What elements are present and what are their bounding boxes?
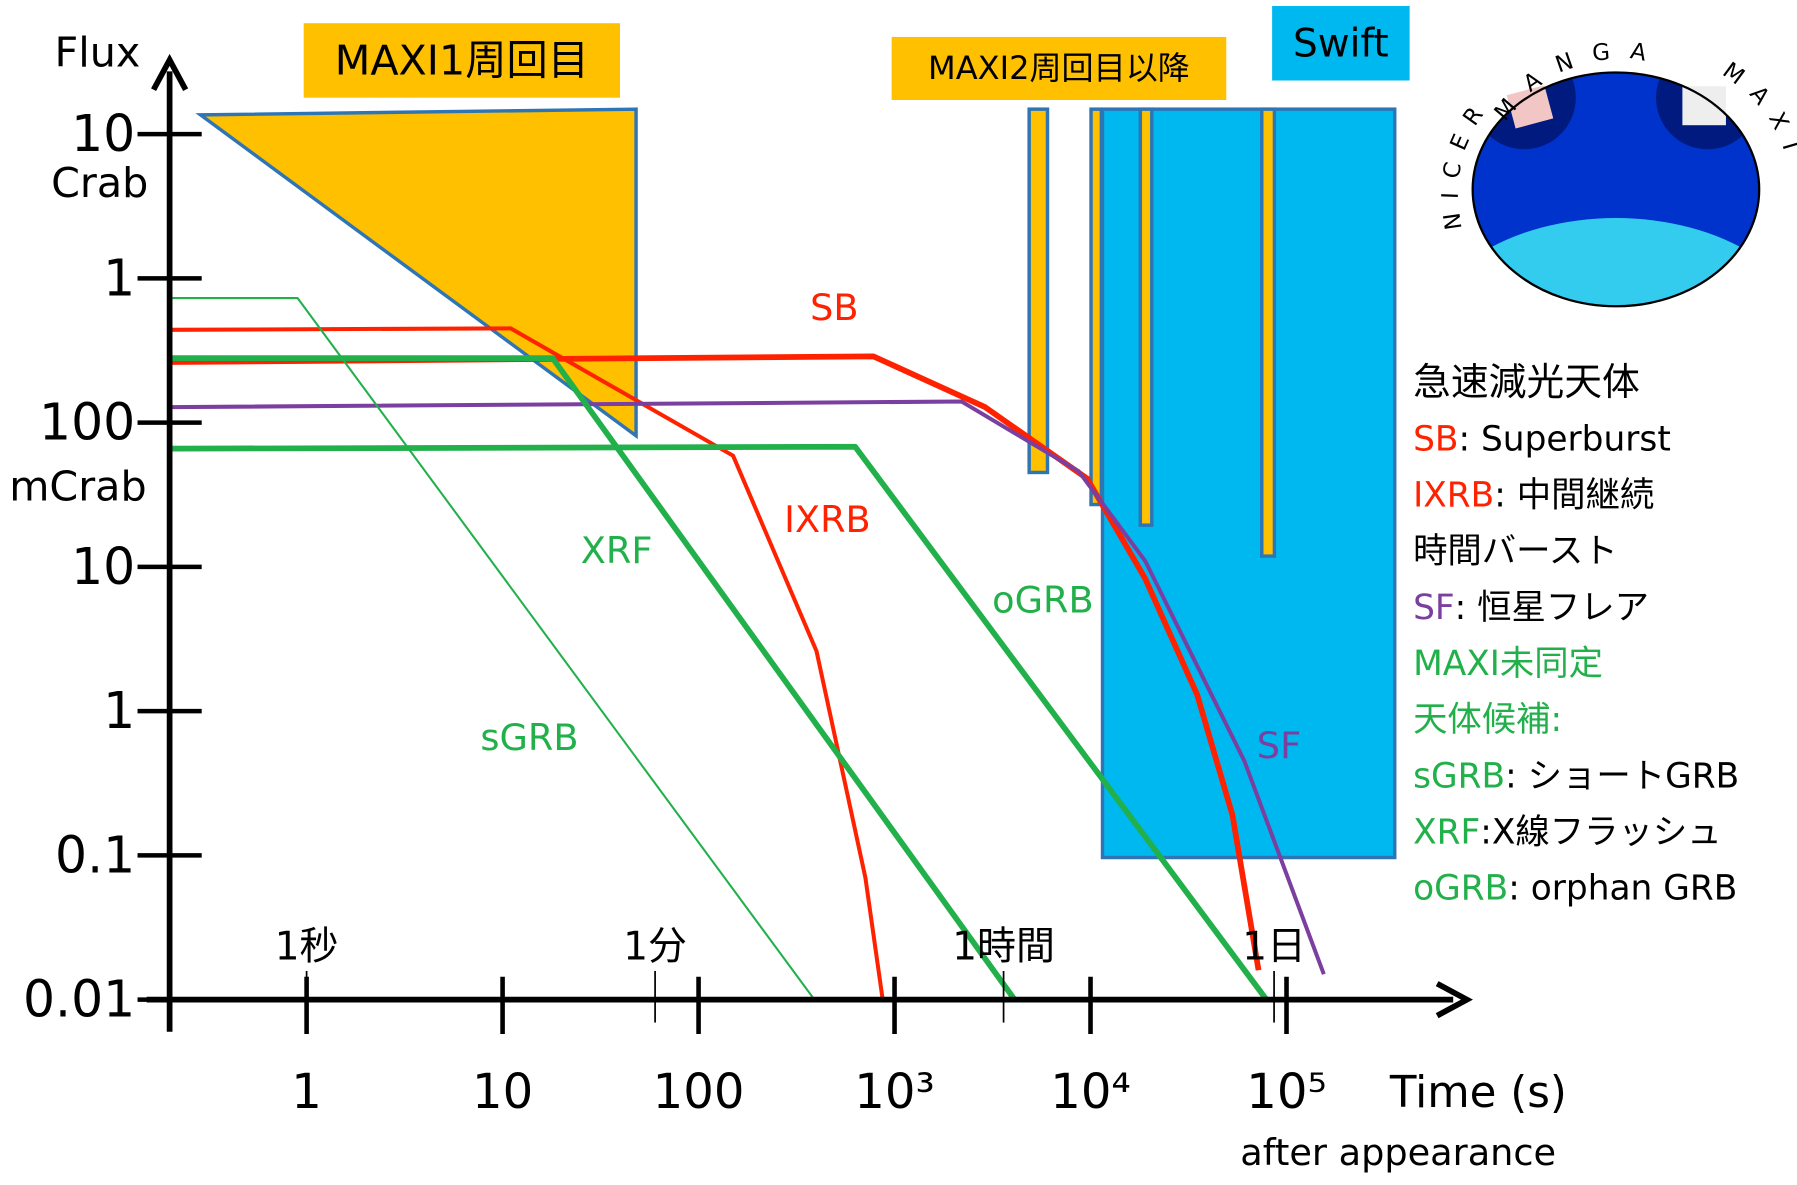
y-unit: mCrab: [9, 463, 146, 511]
series-line: [169, 297, 816, 1001]
x-tick-label: 10⁵: [1246, 1064, 1327, 1120]
logo-shape: [1506, 85, 1554, 129]
x-axis-title: Time (s): [1389, 1068, 1567, 1118]
legend-text: 急速減光天体: [1413, 360, 1640, 404]
legend-text: : Superburst: [1458, 419, 1670, 459]
legend-text: XRF: [1413, 812, 1480, 852]
x-tick-label: 1: [291, 1064, 322, 1120]
legend-entry: 時間バースト: [1413, 531, 1618, 571]
swift-label: Swift: [1293, 22, 1389, 67]
time-mark-label: 1秒: [275, 925, 339, 970]
y-axis-title: Flux: [55, 28, 141, 76]
y-unit: Crab: [51, 159, 148, 207]
series-label: SF: [1257, 724, 1301, 767]
series-label: oGRB: [992, 578, 1093, 621]
y-tick-label: 0.1: [55, 825, 135, 884]
legend-text: SB: [1413, 419, 1458, 459]
legend-entry: MAXI未同定: [1413, 643, 1603, 683]
time-mark-label: 1分: [623, 925, 687, 970]
legend-entry: oGRB: orphan GRB: [1413, 868, 1737, 908]
legend-entry: XRF:X線フラッシュ: [1413, 812, 1722, 852]
series-line: [169, 399, 1326, 975]
x-tick-label: 10³: [854, 1064, 935, 1120]
logo: MANGA NICER MAXI: [1437, 37, 1792, 308]
y-axis-arrow: [151, 53, 189, 92]
legend-text: :X線フラッシュ: [1480, 812, 1721, 852]
y-tick-label: 100: [39, 393, 135, 452]
series-label: IXRB: [784, 498, 871, 541]
legend-text: : 恒星フレア: [1455, 587, 1649, 627]
legend-entry: SF: 恒星フレア: [1413, 587, 1649, 627]
legend-text: 天体候補:: [1413, 700, 1562, 740]
logo-shape: [1682, 86, 1726, 126]
legend-text: SF: [1413, 587, 1455, 627]
series-line: [169, 355, 1017, 1002]
x-axis-subtitle: after appearance: [1240, 1131, 1556, 1174]
legend-text: : ショートGRB: [1505, 756, 1739, 796]
x-tick-label: 10: [472, 1064, 533, 1120]
legend-text: 時間バースト: [1413, 531, 1618, 571]
x-tick-label: 10⁴: [1050, 1064, 1131, 1120]
x-tick-label: 100: [653, 1064, 745, 1120]
swift-box: [1272, 6, 1410, 81]
maxi2-label: MAXI2周回目以降: [928, 49, 1190, 87]
logo-border: [1471, 71, 1761, 308]
y-tick-label: 1: [103, 248, 135, 307]
x-axis-arrow: [1435, 981, 1473, 1019]
series-line: [169, 326, 885, 1000]
maxi2-region: [1138, 107, 1154, 527]
legend-text: sGRB: [1413, 756, 1505, 796]
maxi2-region: [1027, 107, 1050, 475]
series-label: sGRB: [480, 716, 578, 759]
legend-text: : 中間継続: [1494, 475, 1654, 515]
legend-entry: 急速減光天体: [1413, 360, 1640, 404]
legend-text: MAXI未同定: [1413, 643, 1603, 683]
y-tick-label: 0.01: [23, 970, 135, 1029]
series-label: SB: [810, 286, 858, 329]
y-tick-label: 10: [71, 104, 135, 163]
maxi1-box: [303, 23, 621, 98]
series-line: [169, 353, 1262, 971]
maxi2-region: [1260, 107, 1277, 558]
time-mark-label: 1時間: [952, 925, 1055, 970]
legend-text: IXRB: [1413, 475, 1494, 515]
y-tick-label: 10: [71, 537, 135, 596]
legend-entry: IXRB: 中間継続: [1413, 475, 1654, 515]
series-line: [169, 443, 1269, 1002]
maxi1-label: MAXI1周回目: [335, 36, 589, 84]
plot: SB IXRB SF XRF oGRB sGRB 10 1 100 10 1 0.1 0.01 1 10 10…: [23, 53, 1739, 1120]
legend-entry: 天体候補:: [1413, 700, 1562, 740]
series-label: XRF: [581, 529, 653, 572]
legend-entry: sGRB: ショートGRB: [1413, 756, 1739, 796]
maxi1-region: [195, 107, 638, 440]
legend-entry: SB: Superburst: [1413, 419, 1671, 459]
legend-text: oGRB: [1413, 868, 1508, 908]
y-tick-label: 1: [103, 681, 135, 740]
maxi2-region: [1089, 107, 1104, 507]
maxi2-box: [891, 36, 1227, 100]
time-mark-label: 1日: [1242, 925, 1306, 970]
legend-text: : orphan GRB: [1508, 868, 1737, 908]
